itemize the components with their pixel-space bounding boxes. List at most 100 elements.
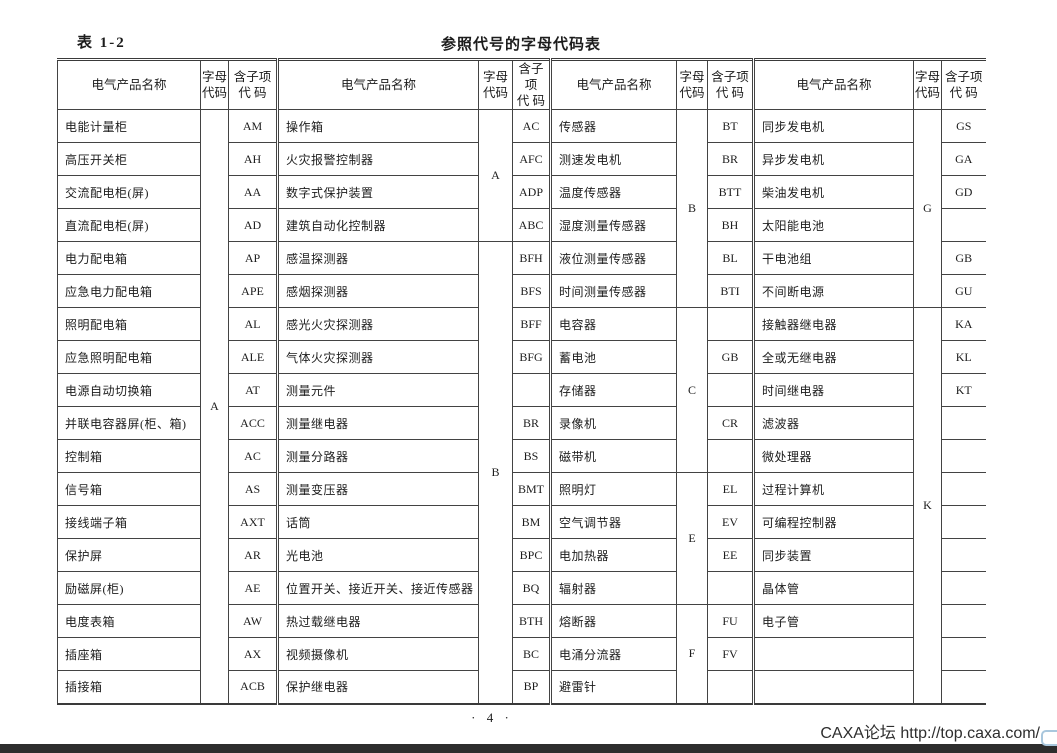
product-name-cell: 测量分路器 [276, 439, 479, 473]
sub-code-cell: KL [941, 340, 986, 374]
product-name-cell: 并联电容器屏(柜、箱) [57, 406, 201, 440]
product-name-cell: 不间断电源 [752, 274, 914, 308]
product-name-cell: 应急电力配电箱 [57, 274, 201, 308]
sub-code-cell: BFG [512, 340, 551, 374]
sub-code-cell [707, 307, 754, 341]
header-product-name: 电气产品名称 [549, 59, 677, 110]
sub-code-cell: BR [707, 142, 754, 176]
sub-code-cell: AP [228, 241, 278, 275]
product-name-cell: 电力配电箱 [57, 241, 201, 275]
sub-code-cell: AXT [228, 505, 278, 539]
sub-code-cell: BFH [512, 241, 551, 275]
product-name-cell: 电子管 [752, 604, 914, 638]
product-name-cell: 异步发电机 [752, 142, 914, 176]
table-row: 接线端子箱 AXT 话筒 BM 空气调节器 EV 可编程控制器 [57, 505, 986, 539]
product-name-cell: 保护屏 [57, 538, 201, 572]
product-name-cell: 照明配电箱 [57, 307, 201, 341]
product-name-cell: 可编程控制器 [752, 505, 914, 539]
product-name-cell: 电源自动切换箱 [57, 373, 201, 407]
product-name-cell: 磁带机 [549, 439, 677, 473]
product-name-cell: 太阳能电池 [752, 208, 914, 242]
product-name-cell: 励磁屏(柜) [57, 571, 201, 605]
product-name-cell: 晶体管 [752, 571, 914, 605]
sub-code-cell [941, 208, 986, 242]
table-row: 电源自动切换箱 AT 测量元件 存储器 时间继电器 KT [57, 373, 986, 407]
product-name-cell: 电加热器 [549, 538, 677, 572]
product-name-cell [752, 670, 914, 704]
product-name-cell: 数字式保护装置 [276, 175, 479, 209]
header-letter-code: 字母 代码 [478, 59, 513, 110]
product-name-cell: 光电池 [276, 538, 479, 572]
sub-code-cell [941, 505, 986, 539]
sub-code-cell: GA [941, 142, 986, 176]
product-name-cell: 电能计量柜 [57, 109, 201, 143]
sub-code-cell: ADP [512, 175, 551, 209]
sub-code-cell [941, 637, 986, 671]
sub-code-cell: BPC [512, 538, 551, 572]
product-name-cell: 避雷针 [549, 670, 677, 704]
sub-code-cell: AA [228, 175, 278, 209]
header-product-name: 电气产品名称 [752, 59, 914, 110]
sub-code-cell [707, 439, 754, 473]
sub-code-cell: BH [707, 208, 754, 242]
table-row: 应急照明配电箱 ALE 气体火灾探测器 BFG 蓄电池 GB 全或无继电器 KL [57, 340, 986, 374]
sub-code-cell: AE [228, 571, 278, 605]
letter-code-table: 电气产品名称 字母 代码 含子项 代 码电气产品名称 字母 代码 含子项 代 码电气产品… [57, 58, 986, 705]
sub-code-cell: AC [512, 109, 551, 143]
product-name-cell: 插座箱 [57, 637, 201, 671]
letter-code-cell: E [676, 472, 708, 605]
table-row: 励磁屏(柜) AE 位置开关、接近开关、接近传感器 BQ 辐射器 晶体管 [57, 571, 986, 605]
sub-code-cell: AX [228, 637, 278, 671]
header-letter-code: 字母 代码 [913, 59, 942, 110]
sub-code-cell: AM [228, 109, 278, 143]
product-name-cell: 测速发电机 [549, 142, 677, 176]
product-name-cell: 电容器 [549, 307, 677, 341]
header-product-name: 电气产品名称 [276, 59, 479, 110]
table-row: 电能计量柜 A AM 操作箱 A AC 传感器 B BT 同步发电机 G GS [57, 109, 986, 704]
sub-code-cell: ALE [228, 340, 278, 374]
product-name-cell: 干电池组 [752, 241, 914, 275]
sub-code-cell: ACC [228, 406, 278, 440]
sub-code-cell: EE [707, 538, 754, 572]
sub-code-cell: GB [707, 340, 754, 374]
sub-code-cell: BTT [707, 175, 754, 209]
sub-code-cell: CR [707, 406, 754, 440]
header-sub-code: 含子项 代 码 [941, 59, 986, 110]
letter-code-cell: K [913, 307, 942, 704]
letter-code-cell: B [478, 241, 513, 704]
product-name-cell: 湿度测量传感器 [549, 208, 677, 242]
product-name-cell: 辐射器 [549, 571, 677, 605]
letter-code-cell: A [478, 109, 513, 242]
product-name-cell: 感烟探测器 [276, 274, 479, 308]
sub-code-cell: AC [228, 439, 278, 473]
product-name-cell: 同步装置 [752, 538, 914, 572]
sub-code-cell: FV [707, 637, 754, 671]
sub-code-cell: AD [228, 208, 278, 242]
product-name-cell: 柴油发电机 [752, 175, 914, 209]
sub-code-cell: KT [941, 373, 986, 407]
product-name-cell: 热过载继电器 [276, 604, 479, 638]
letter-code-cell: A [200, 109, 229, 704]
letter-code-cell: G [913, 109, 942, 308]
table-row: 信号箱 AS 测量变压器 BMT 照明灯 E EL 过程计算机 [57, 472, 986, 605]
product-name-cell: 录像机 [549, 406, 677, 440]
product-name-cell: 过程计算机 [752, 472, 914, 506]
product-name-cell: 传感器 [549, 109, 677, 143]
product-name-cell: 测量元件 [276, 373, 479, 407]
sub-code-cell: FU [707, 604, 754, 638]
table-row: 电力配电箱 AP 感温探测器 B BFH 液位测量传感器 BL 干电池组 GB [57, 241, 986, 704]
header-sub-code: 含子项 代 码 [512, 59, 551, 110]
sub-code-cell: AS [228, 472, 278, 506]
product-name-cell: 存储器 [549, 373, 677, 407]
caxa-watermark: CAXA论坛 http://top.caxa.com/ [820, 725, 1040, 742]
sub-code-cell [941, 604, 986, 638]
table-label: 表 1-2 [77, 35, 126, 51]
product-name-cell: 时间继电器 [752, 373, 914, 407]
sub-code-cell: AL [228, 307, 278, 341]
sub-code-cell: BT [707, 109, 754, 143]
sub-code-cell: BQ [512, 571, 551, 605]
table-row: 应急电力配电箱 APE 感烟探测器 BFS 时间测量传感器 BTI 不间断电源 GU [57, 274, 986, 308]
corner-button[interactable] [1041, 730, 1057, 746]
table-row: 电度表箱 AW 热过载继电器 BTH 熔断器 F FU 电子管 [57, 604, 986, 704]
header-sub-code: 含子项 代 码 [707, 59, 754, 110]
